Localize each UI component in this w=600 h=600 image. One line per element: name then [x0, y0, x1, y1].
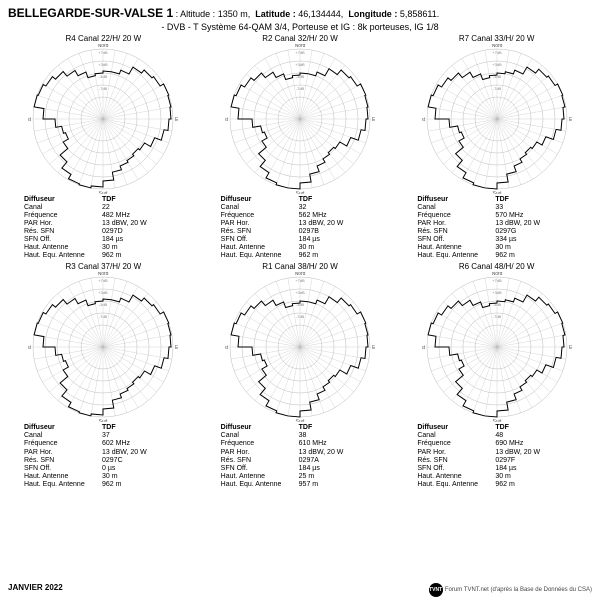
footer-credit: Forum TVNT.net (d'après la Base de Donné… [445, 587, 592, 593]
chart-cell: R3 Canal 37/H/ 20 W -7dB -3dB +3dB +7dBNord… [6, 262, 201, 488]
svg-text:Nord: Nord [491, 44, 502, 49]
svg-text:+3dB: +3dB [295, 290, 305, 295]
svg-text:+3dB: +3dB [492, 290, 502, 295]
svg-text:+7dB: +7dB [99, 50, 109, 55]
svg-text:-7dB: -7dB [296, 314, 305, 319]
header: BELLEGARDE-SUR-VALSE 1 : Altitude : 1350… [0, 0, 600, 34]
svg-text:Nord: Nord [295, 44, 306, 49]
svg-text:+7dB: +7dB [492, 50, 502, 55]
chart-cell: R1 Canal 38/H/ 20 W -7dB-3dB+3dB+7dBNord… [203, 262, 398, 488]
svg-text:+7dB: +7dB [492, 278, 502, 283]
info-table: DiffuseurTDF Canal38 Fréquence610 MHz PA… [203, 422, 398, 488]
svg-text:-7dB: -7dB [296, 86, 305, 91]
info-table: DiffuseurTDF Canal37 Fréquence602 MHz PA… [6, 422, 201, 488]
altitude-value: 1350 m, [218, 9, 251, 19]
info-table: DiffuseurTDF Canal48 Fréquence690 MHz PA… [399, 422, 594, 488]
svg-text:Sud: Sud [492, 191, 501, 194]
svg-text:Est: Est [569, 345, 572, 351]
footer-date: JANVIER 2022 [8, 583, 63, 597]
latitude-value: 46,134444, [298, 9, 343, 19]
cell-title: R7 Canal 33/H/ 20 W [399, 34, 594, 43]
svg-text:Est: Est [175, 345, 178, 351]
svg-text:Ouest: Ouest [28, 345, 32, 351]
cell-title: R1 Canal 38/H/ 20 W [203, 262, 398, 271]
info-table: DiffuseurTDF Canal22 Fréquence482 MHz PA… [6, 194, 201, 260]
svg-text:Sud: Sud [99, 419, 108, 422]
cell-title: R4 Canal 22/H/ 20 W [6, 34, 201, 43]
svg-text:Est: Est [175, 117, 178, 123]
svg-text:Sud: Sud [99, 191, 108, 194]
svg-text:-3dB: -3dB [99, 74, 108, 79]
info-table: DiffuseurTDF Canal32 Fréquence562 MHz PA… [203, 194, 398, 260]
svg-text:Ouest: Ouest [422, 345, 426, 351]
svg-text:-7dB: -7dB [492, 86, 501, 91]
svg-text:+7dB: +7dB [99, 278, 109, 283]
footer: JANVIER 2022 TVNT Forum TVNT.net (d'aprè… [8, 583, 592, 597]
svg-text:Sud: Sud [296, 419, 305, 422]
site-name: BELLEGARDE-SUR-VALSE 1 [8, 6, 173, 20]
cell-title: R6 Canal 48/H/ 20 W [399, 262, 594, 271]
svg-text:Nord: Nord [295, 272, 306, 277]
svg-text:+3dB: +3dB [99, 62, 109, 67]
svg-text:-7dB: -7dB [492, 314, 501, 319]
svg-text:Est: Est [372, 117, 375, 123]
cell-title: R3 Canal 37/H/ 20 W [6, 262, 201, 271]
chart-grid: R4 Canal 22/H/ 20 W -7dB-3dB+3dB+7dBNord… [0, 34, 600, 489]
svg-text:+3dB: +3dB [492, 62, 502, 67]
svg-text:+3dB: +3dB [295, 62, 305, 67]
svg-text:-7dB: -7dB [99, 86, 108, 91]
svg-text:Est: Est [569, 117, 572, 123]
latitude-label: Latitude : [255, 9, 296, 19]
chart-cell: R6 Canal 48/H/ 20 W -7dB-3dB+3dB+7dBNord… [399, 262, 594, 488]
svg-text:Ouest: Ouest [225, 117, 229, 123]
svg-text:Ouest: Ouest [225, 345, 229, 351]
logo-icon: TVNT [429, 583, 443, 597]
svg-text:+3dB: +3dB [99, 290, 109, 295]
svg-text:Est: Est [372, 345, 375, 351]
svg-text:+7dB: +7dB [295, 278, 305, 283]
longitude-value: 5,858611. [400, 9, 439, 19]
svg-text:Sud: Sud [492, 419, 501, 422]
system-line: - DVB - T Système 64-QAM 3/4, Porteuse e… [8, 22, 592, 32]
altitude-label: Altitude : [180, 9, 215, 19]
svg-text:-3dB: -3dB [99, 302, 108, 307]
svg-text:Ouest: Ouest [422, 117, 426, 123]
svg-text:-7dB: -7dB [99, 314, 108, 319]
longitude-label: Longitude : [348, 9, 397, 19]
cell-title: R2 Canal 32/H/ 20 W [203, 34, 398, 43]
svg-text:Nord: Nord [491, 272, 502, 277]
svg-text:+7dB: +7dB [295, 50, 305, 55]
svg-text:Ouest: Ouest [28, 117, 32, 123]
svg-text:Sud: Sud [296, 191, 305, 194]
chart-cell: R4 Canal 22/H/ 20 W -7dB -3dB +3dB +7dBNord… [6, 34, 201, 260]
svg-text:Nord: Nord [98, 272, 109, 277]
chart-cell: R2 Canal 32/H/ 20 W -7dB-3dB+3dB+7dBNord… [203, 34, 398, 260]
chart-cell: R7 Canal 33/H/ 20 W -7dB-3dB+3dB+7dBNord… [399, 34, 594, 260]
svg-text:Nord: Nord [98, 44, 109, 49]
info-table: DiffuseurTDF Canal33 Fréquence570 MHz PA… [399, 194, 594, 260]
